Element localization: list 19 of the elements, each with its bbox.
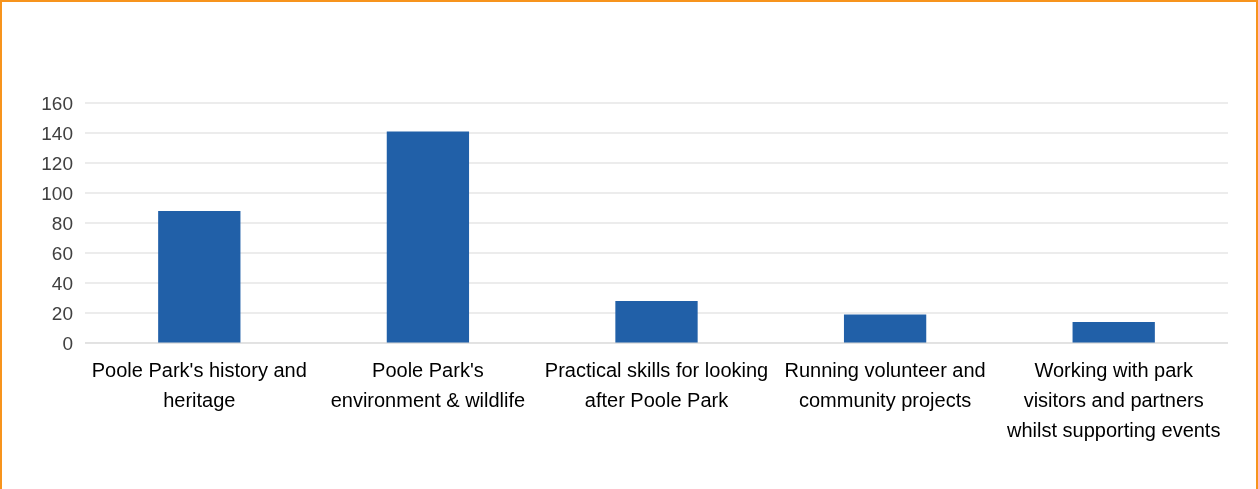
bar: [158, 211, 241, 343]
y-tick-label: 140: [41, 122, 73, 144]
x-tick-label: Running volunteer and community projects: [784, 359, 986, 412]
x-tick-label: Working with park visitors and partners whilst supporting events: [1005, 359, 1221, 442]
x-tick-label: Poole Park's environment & wildlife: [330, 359, 526, 412]
x-tick-label: Practical skills for looking after Poole Park: [544, 359, 769, 412]
bar: [843, 314, 927, 343]
y-tick-label: 0: [62, 332, 73, 354]
x-tick-label: Poole Park's history and heritage: [91, 359, 307, 412]
bar: [386, 131, 470, 343]
y-tick-label: 160: [41, 92, 73, 114]
bar: [615, 301, 698, 343]
y-tick-label: 40: [51, 272, 73, 294]
y-tick-label: 20: [51, 302, 73, 324]
y-tick-label: 80: [51, 212, 73, 234]
y-tick-label: 120: [41, 152, 73, 174]
y-tick-label: 60: [51, 242, 73, 264]
y-tick-label: 100: [41, 182, 73, 204]
bar: [1072, 322, 1155, 343]
